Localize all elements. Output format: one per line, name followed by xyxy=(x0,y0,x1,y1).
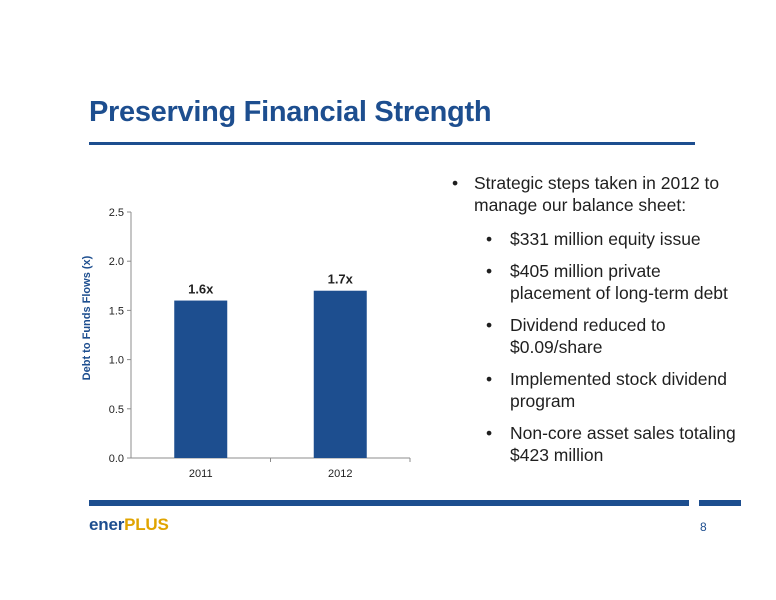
bar-2011 xyxy=(174,300,228,458)
bullet-dot: • xyxy=(486,261,493,281)
bullet-dot: • xyxy=(486,229,493,249)
bullet-list: • Strategic steps taken in 2012 to manag… xyxy=(446,172,746,476)
sub-bullet: • Non-core asset sales totaling $423 mil… xyxy=(446,422,746,466)
bullet-main-text: Strategic steps taken in 2012 to manage … xyxy=(474,173,720,215)
logo-part-plus: PLUS xyxy=(124,515,169,534)
footer-bar xyxy=(89,500,689,506)
bullet-dot: • xyxy=(486,315,493,335)
y-tick-label: 2.5 xyxy=(109,207,124,219)
bullet-dot: • xyxy=(452,173,459,193)
data-label-2012: 1.7x xyxy=(328,272,354,287)
x-tick-label: 2012 xyxy=(328,468,352,480)
y-axis-label: Debt to Funds Flows (x) xyxy=(81,255,93,381)
sub-bullet-text: $331 million equity issue xyxy=(510,229,701,249)
y-tick-label: 2.0 xyxy=(109,256,124,268)
bullet-dot: • xyxy=(486,369,493,389)
sub-bullet-text: Non-core asset sales totaling $423 milli… xyxy=(510,423,736,465)
bullet-dot: • xyxy=(486,423,493,443)
x-tick-label: 2011 xyxy=(189,468,213,480)
footer-bar-accent xyxy=(699,500,741,506)
sub-bullet: • Implemented stock dividend program xyxy=(446,368,746,412)
y-tick-label: 1.5 xyxy=(109,305,124,317)
sub-bullet: • $405 million private placement of long… xyxy=(446,260,746,304)
title-divider xyxy=(89,142,695,145)
data-label-2011: 1.6x xyxy=(188,282,214,297)
y-tick-label: 1.0 xyxy=(109,355,124,367)
logo-part-ener: ener xyxy=(89,515,125,534)
sub-bullet-text: Dividend reduced to $0.09/share xyxy=(510,315,666,357)
company-logo: enerPLUS xyxy=(89,515,169,535)
sub-bullet: • Dividend reduced to $0.09/share xyxy=(446,314,746,358)
sub-bullet: • $331 million equity issue xyxy=(446,228,746,250)
y-tick-label: 0.5 xyxy=(109,404,124,416)
slide-title: Preserving Financial Strength xyxy=(89,96,492,128)
bar-2012 xyxy=(313,290,367,458)
sub-bullet-list: • $331 million equity issue • $405 milli… xyxy=(446,228,746,466)
sub-bullet-text: $405 million private placement of long-t… xyxy=(510,261,728,303)
bullet-main: • Strategic steps taken in 2012 to manag… xyxy=(446,172,746,216)
y-tick-label: 0.0 xyxy=(109,453,124,465)
sub-bullet-text: Implemented stock dividend program xyxy=(510,369,727,411)
page-number: 8 xyxy=(700,520,707,534)
